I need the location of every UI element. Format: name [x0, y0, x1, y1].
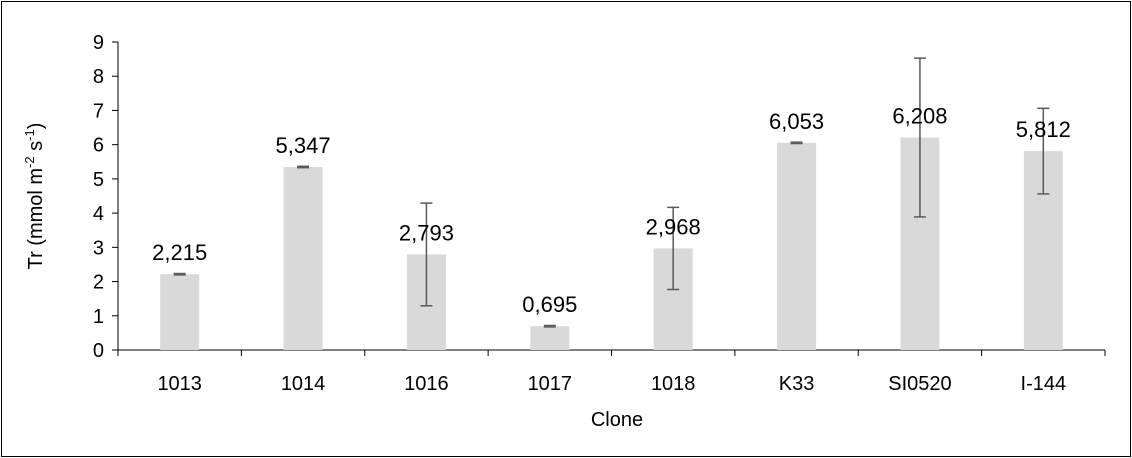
y-tick-label: 8: [93, 66, 104, 88]
y-tick-label: 4: [93, 203, 104, 225]
y-tick-label: 3: [93, 237, 104, 259]
data-label: 2,215: [152, 240, 207, 265]
x-axis-title: Clone: [591, 409, 643, 431]
data-labels: 2,215 5,347 2,793 0,695 2,968 6,053 6,208 5,812: [152, 104, 1071, 318]
data-label: 6,053: [769, 109, 824, 134]
bar: [283, 167, 323, 350]
data-label: 6,208: [892, 104, 947, 129]
x-tick-label: 1017: [528, 373, 573, 395]
y-axis-title: Tr (mmol m-2 s-1): [22, 123, 47, 270]
y-axis: 0 1 2 3 4 5 6 7 8 9: [93, 32, 119, 362]
x-tick-label: 1013: [157, 373, 202, 395]
x-axis: 1013 1014 1016 1017 1018 K33 SI0520 I-144: [117, 349, 1106, 395]
bar: [160, 274, 200, 350]
y-tick-label: 7: [93, 100, 104, 122]
x-tick-label: SI0520: [888, 373, 951, 395]
x-tick-label: 1018: [651, 373, 696, 395]
y-tick-label: 9: [93, 32, 104, 54]
x-tick-label: 1014: [281, 373, 326, 395]
data-label: 5,812: [1016, 117, 1071, 142]
bars: [160, 137, 1063, 350]
y-tick-label: 5: [93, 169, 104, 191]
data-label: 5,347: [276, 133, 331, 158]
y-tick-label: 0: [93, 340, 104, 362]
data-label: 2,968: [646, 214, 701, 239]
error-bars: [173, 57, 1050, 328]
bar: [530, 326, 570, 350]
data-label: 0,695: [522, 292, 577, 317]
x-tick-label: 1016: [404, 373, 449, 395]
bar: [777, 142, 817, 350]
data-label: 2,793: [399, 220, 454, 245]
y-tick-label: 6: [93, 135, 104, 157]
x-tick-label: I-144: [1021, 373, 1067, 395]
y-tick-label: 1: [93, 306, 104, 328]
y-tick-label: 2: [93, 272, 104, 294]
x-tick-label: K33: [779, 373, 815, 395]
